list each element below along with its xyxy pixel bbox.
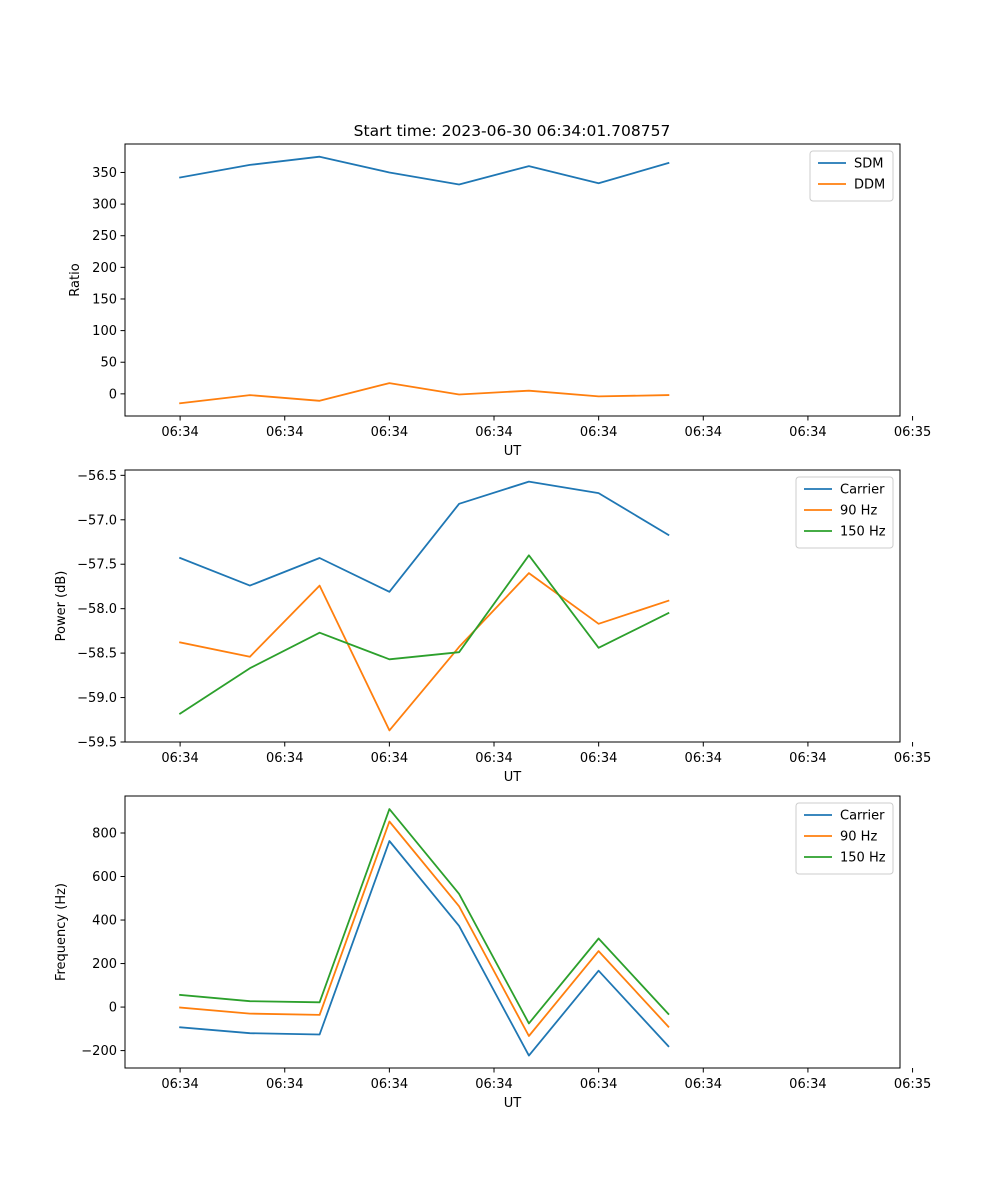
y-tick-label: −58.5 [77, 647, 117, 662]
series-line-carrier [178, 480, 670, 593]
x-tick-label: 06:34 [161, 751, 198, 766]
y-tick-label: 800 [92, 826, 117, 841]
y-tick-label: 0 [109, 387, 117, 402]
x-tick-label: 06:34 [685, 425, 722, 440]
x-tick-label: 06:34 [580, 425, 617, 440]
x-axis-label: UT [504, 770, 522, 785]
legend-entry: Carrier [840, 809, 885, 824]
y-axis-label: Ratio [68, 263, 83, 296]
x-tick-label: 06:34 [475, 751, 512, 766]
y-axis-label: Frequency (Hz) [54, 883, 69, 981]
x-tick-label: 06:35 [894, 751, 931, 766]
y-tick-label: −57.5 [77, 558, 117, 573]
y-tick-label: −57.0 [77, 513, 117, 528]
panel-1: 06:34 06:34 06:34 06:34 06:34 06:34 06:34 06:35… [68, 143, 931, 459]
series-line-sdm [179, 155, 670, 186]
legend-entry: 90 Hz [840, 504, 877, 519]
series-line-ddm [179, 382, 670, 405]
x-tick-label: 06:34 [789, 1077, 826, 1092]
y-tick-label: 150 [92, 292, 117, 307]
panels: 06:34 06:34 06:34 06:34 06:34 06:34 06:34 06:35… [54, 143, 931, 1111]
y-tick-label: 100 [92, 324, 117, 339]
y-tick-label: 600 [92, 870, 117, 885]
y-tick-label: −59.0 [77, 691, 117, 706]
x-tick-label: 06:35 [894, 425, 931, 440]
legend-entry: Carrier [840, 483, 885, 498]
y-tick-label: −56.5 [77, 469, 117, 484]
legend-entry: 150 Hz [840, 525, 886, 540]
y-tick-label: −58.0 [77, 602, 117, 617]
axes-frame [124, 469, 901, 743]
x-tick-label: 06:34 [685, 751, 722, 766]
axes-frame [124, 795, 901, 1069]
y-tick-label: 50 [100, 356, 117, 371]
panel-2: 06:34 06:34 06:34 06:34 06:34 06:34 06:34 06:35… [54, 469, 931, 785]
x-axis-label: UT [504, 1096, 522, 1111]
x-tick-label: 06:34 [161, 425, 198, 440]
legend-entry: SDM [854, 157, 883, 172]
legend-entry: DDM [854, 178, 885, 193]
panel-3: 06:34 06:34 06:34 06:34 06:34 06:34 06:34 06:35… [54, 795, 931, 1111]
y-tick-label: 0 [109, 1001, 117, 1016]
figure-title: Start time: 2023-06-30 06:34:01.708757 [354, 122, 671, 140]
y-axis-label: Power (dB) [54, 571, 69, 642]
y-tick-label: 350 [92, 166, 117, 181]
x-tick-label: 06:34 [371, 751, 408, 766]
legend-entry: 150 Hz [840, 851, 886, 866]
series-line-150-hz [178, 554, 670, 715]
x-tick-label: 06:34 [161, 1077, 198, 1092]
x-axis-label: UT [504, 444, 522, 459]
x-tick-label: 06:34 [371, 425, 408, 440]
x-tick-label: 06:34 [789, 751, 826, 766]
y-tick-label: 300 [92, 198, 117, 213]
y-tick-label: −59.5 [77, 736, 117, 751]
x-tick-label: 06:34 [685, 1077, 722, 1092]
x-tick-label: 06:34 [475, 1077, 512, 1092]
x-tick-label: 06:34 [789, 425, 826, 440]
series-line-150-hz [179, 808, 670, 1025]
series-line-90-hz [179, 572, 670, 732]
x-tick-label: 06:34 [371, 1077, 408, 1092]
x-tick-label: 06:34 [266, 1077, 303, 1092]
axes-frame [124, 143, 901, 417]
x-tick-label: 06:34 [266, 425, 303, 440]
y-tick-label: 200 [92, 957, 117, 972]
legend: Carrier 90 Hz 150 Hz [795, 802, 894, 875]
x-tick-label: 06:34 [475, 425, 512, 440]
legend: Carrier 90 Hz 150 Hz [795, 476, 894, 549]
series-line-90-hz [179, 820, 670, 1037]
legend-entry: 90 Hz [840, 830, 877, 845]
x-tick-label: 06:35 [894, 1077, 931, 1092]
y-tick-label: 200 [92, 261, 117, 276]
legend: SDM DDM [809, 150, 894, 202]
x-tick-label: 06:34 [580, 751, 617, 766]
y-tick-label: −200 [81, 1044, 117, 1059]
y-tick-label: 400 [92, 914, 117, 929]
series-line-carrier [179, 840, 670, 1057]
y-tick-label: 250 [92, 229, 117, 244]
x-tick-label: 06:34 [580, 1077, 617, 1092]
x-tick-label: 06:34 [266, 751, 303, 766]
